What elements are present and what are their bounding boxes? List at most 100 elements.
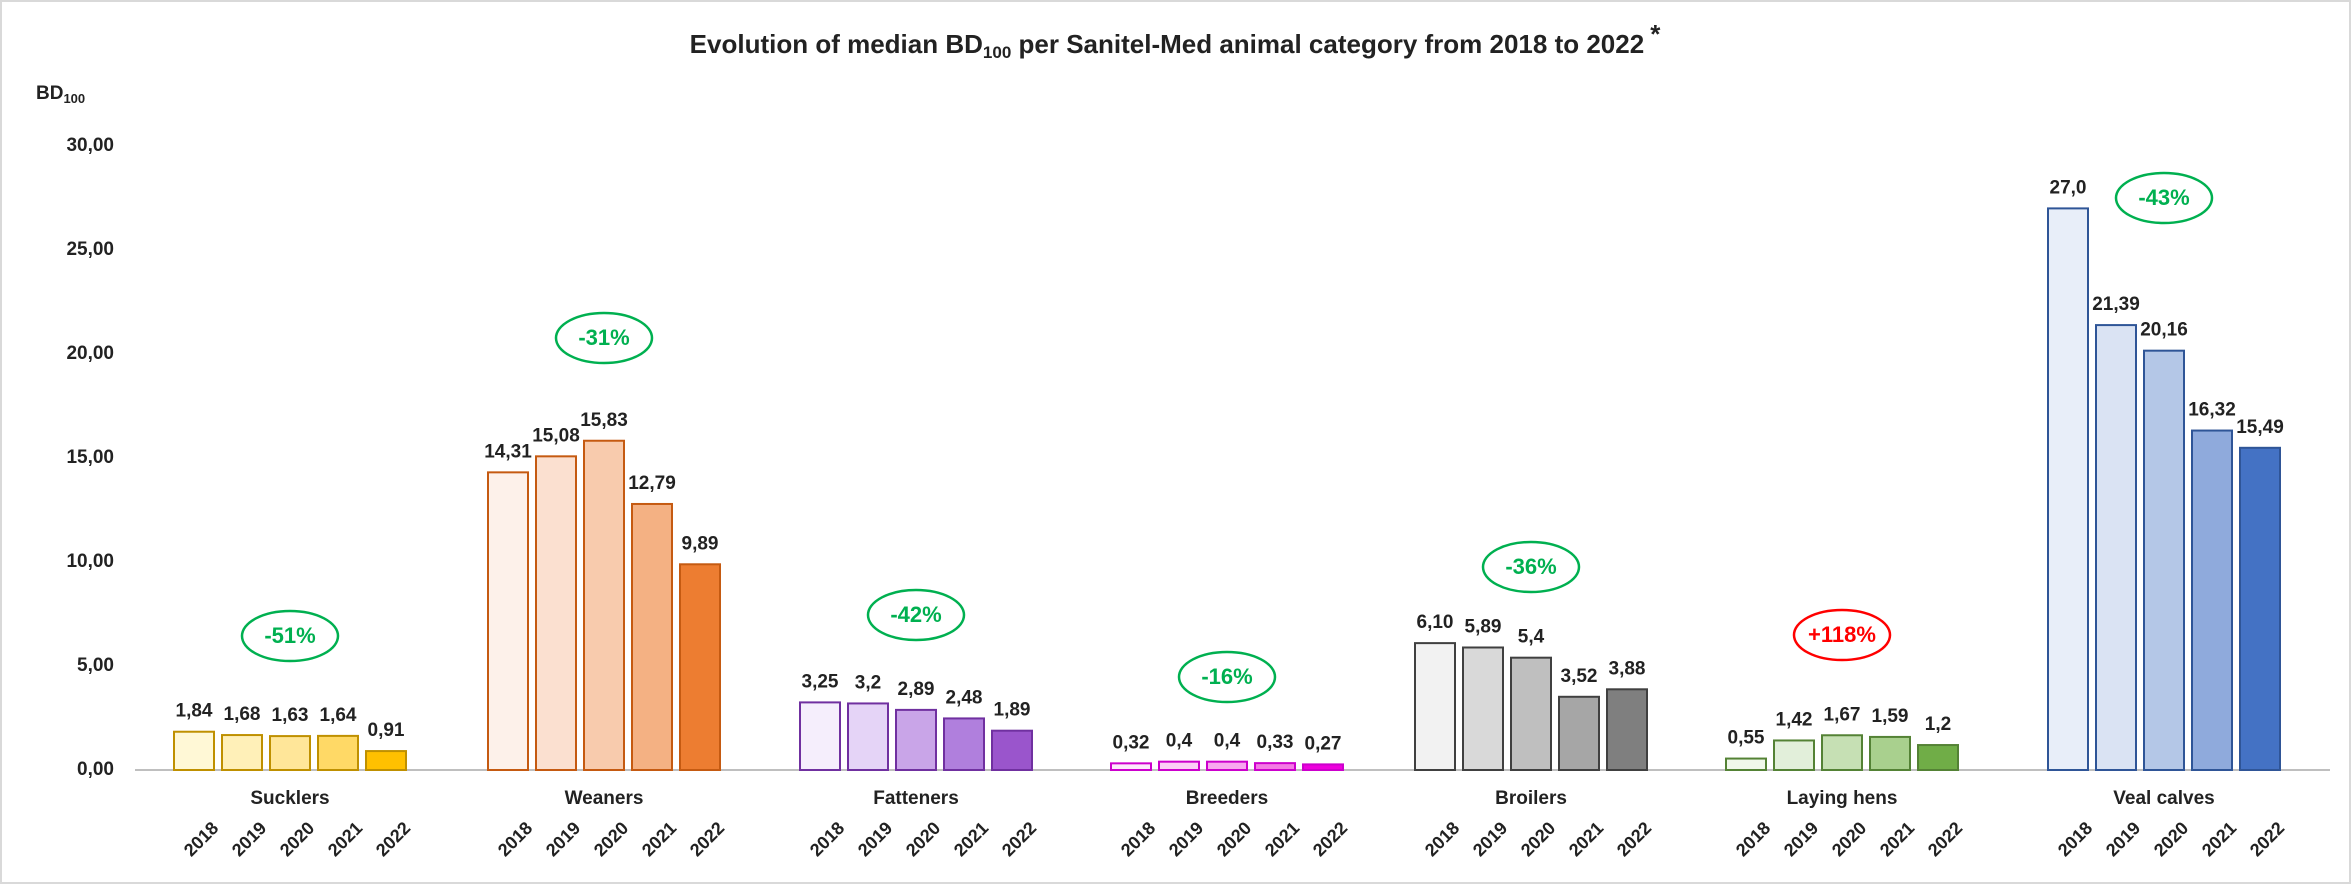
bar bbox=[1917, 744, 1959, 771]
bar bbox=[2095, 324, 2137, 771]
ylabel-sub: 100 bbox=[63, 91, 85, 106]
bar bbox=[173, 730, 215, 772]
bar bbox=[1510, 656, 1552, 771]
y-axis-label: BD100 bbox=[36, 83, 85, 106]
change-label: -16% bbox=[1201, 664, 1252, 689]
y-tick-label: 0,00 bbox=[77, 759, 114, 780]
category-label: Veal calves bbox=[2113, 788, 2214, 809]
value-label: 1,67 bbox=[1824, 704, 1861, 725]
value-label: 14,31 bbox=[484, 441, 532, 462]
y-tick-label: 25,00 bbox=[66, 239, 114, 260]
change-badge bbox=[1792, 608, 1892, 662]
value-label: 16,32 bbox=[2188, 400, 2236, 421]
change-badge bbox=[1177, 650, 1277, 704]
y-tick-label: 20,00 bbox=[66, 343, 114, 364]
y-tick-label: 30,00 bbox=[66, 135, 114, 156]
bar bbox=[1206, 760, 1248, 771]
value-label: 15,08 bbox=[532, 425, 580, 446]
value-label: 1,68 bbox=[224, 704, 261, 725]
value-label: 1,42 bbox=[1776, 709, 1813, 730]
bar bbox=[2047, 207, 2089, 771]
bar bbox=[583, 439, 625, 771]
change-label: -42% bbox=[890, 602, 941, 627]
category-label: Fatteners bbox=[873, 788, 959, 809]
bar bbox=[269, 735, 311, 772]
bar bbox=[895, 708, 937, 771]
ylabel-main: BD bbox=[36, 83, 63, 104]
value-label: 1,63 bbox=[272, 705, 309, 726]
bar bbox=[1821, 734, 1863, 771]
value-label: 20,16 bbox=[2140, 320, 2188, 341]
bar bbox=[679, 563, 721, 772]
bar bbox=[2239, 446, 2281, 771]
change-label: -51% bbox=[264, 623, 315, 648]
bar bbox=[487, 471, 529, 771]
bar bbox=[535, 455, 577, 771]
bar bbox=[631, 502, 673, 771]
category-label: Weaners bbox=[565, 788, 644, 809]
value-label: 6,10 bbox=[1417, 612, 1454, 633]
category-label: Laying hens bbox=[1787, 788, 1898, 809]
bar bbox=[1462, 646, 1504, 771]
value-label: 0,4 bbox=[1166, 731, 1193, 752]
bar bbox=[943, 717, 985, 772]
value-label: 3,25 bbox=[802, 671, 839, 692]
bar bbox=[1158, 760, 1200, 771]
value-label: 1,89 bbox=[994, 700, 1031, 721]
chart-title: Evolution of median BD100 per Sanitel-Me… bbox=[690, 19, 1662, 63]
bar bbox=[1254, 762, 1296, 771]
change-badge bbox=[554, 311, 654, 365]
title-mark: * bbox=[1650, 19, 1661, 49]
bar bbox=[221, 734, 263, 772]
value-label: 2,89 bbox=[898, 679, 935, 700]
bar bbox=[317, 734, 359, 771]
value-label: 5,89 bbox=[1465, 617, 1502, 638]
bar bbox=[799, 701, 841, 772]
value-label: 0,91 bbox=[368, 720, 405, 741]
value-label: 5,4 bbox=[1518, 627, 1545, 648]
value-label: 15,49 bbox=[2236, 417, 2284, 438]
bar bbox=[847, 702, 889, 771]
bar bbox=[1725, 757, 1767, 771]
value-label: 2,48 bbox=[946, 687, 983, 708]
bar bbox=[365, 750, 407, 772]
category-label: Breeders bbox=[1186, 788, 1268, 809]
value-label: 1,59 bbox=[1872, 706, 1909, 727]
value-label: 12,79 bbox=[628, 473, 676, 494]
category-label: Broilers bbox=[1495, 788, 1567, 809]
title-main: Evolution of median BD bbox=[690, 29, 983, 59]
change-badge bbox=[866, 588, 966, 642]
bar bbox=[1869, 735, 1911, 771]
y-tick-label: 15,00 bbox=[66, 447, 114, 468]
value-label: 1,2 bbox=[1925, 714, 1951, 735]
change-label: +118% bbox=[1808, 622, 1876, 647]
value-label: 0,32 bbox=[1113, 732, 1150, 753]
value-label: 3,2 bbox=[855, 672, 881, 693]
value-label: 27,0 bbox=[2050, 177, 2087, 198]
bar bbox=[991, 729, 1033, 771]
change-badge bbox=[240, 609, 340, 663]
bar bbox=[1773, 739, 1815, 771]
title-rest: per Sanitel-Med animal category from 201… bbox=[1011, 29, 1644, 59]
change-badge bbox=[1481, 540, 1581, 594]
value-label: 0,33 bbox=[1257, 732, 1294, 753]
change-label: -31% bbox=[578, 325, 629, 350]
bar bbox=[2191, 429, 2233, 771]
value-label: 15,83 bbox=[580, 410, 628, 431]
bar bbox=[1110, 762, 1152, 771]
value-label: 1,84 bbox=[176, 701, 213, 722]
change-badge bbox=[2114, 171, 2214, 225]
value-label: 0,4 bbox=[1214, 731, 1241, 752]
value-label: 9,89 bbox=[682, 533, 719, 554]
change-label: -36% bbox=[1505, 554, 1556, 579]
category-label: Sucklers bbox=[250, 788, 329, 809]
value-label: 3,52 bbox=[1561, 666, 1598, 687]
value-label: 3,88 bbox=[1609, 658, 1646, 679]
value-label: 0,27 bbox=[1305, 733, 1342, 754]
y-tick-label: 10,00 bbox=[66, 551, 114, 572]
bar bbox=[2143, 349, 2185, 771]
value-label: 0,55 bbox=[1728, 728, 1765, 749]
bar bbox=[1606, 688, 1648, 772]
